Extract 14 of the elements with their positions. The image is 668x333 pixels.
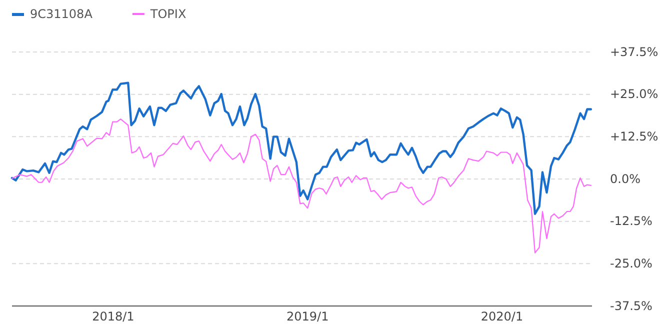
y-tick-label: -12.5% <box>610 214 652 228</box>
x-tick-label: 2019/1 <box>286 310 329 324</box>
y-tick-label: -37.5% <box>610 298 652 313</box>
y-tick-label: +37.5% <box>610 44 658 59</box>
legend-label: TOPIX <box>149 7 186 21</box>
x-tick-label: 2018/1 <box>92 310 134 324</box>
x-tick-label: 2020/1 <box>480 310 524 324</box>
y-tick-label: +12.5% <box>610 130 658 144</box>
y-tick-label: +25.0% <box>610 87 658 102</box>
legend-label: 9C31108A <box>30 7 94 21</box>
y-tick-label: -25.0% <box>610 256 652 271</box>
y-tick-label: 0.0% <box>610 172 640 186</box>
line-series <box>11 118 592 254</box>
line-series <box>10 82 592 215</box>
